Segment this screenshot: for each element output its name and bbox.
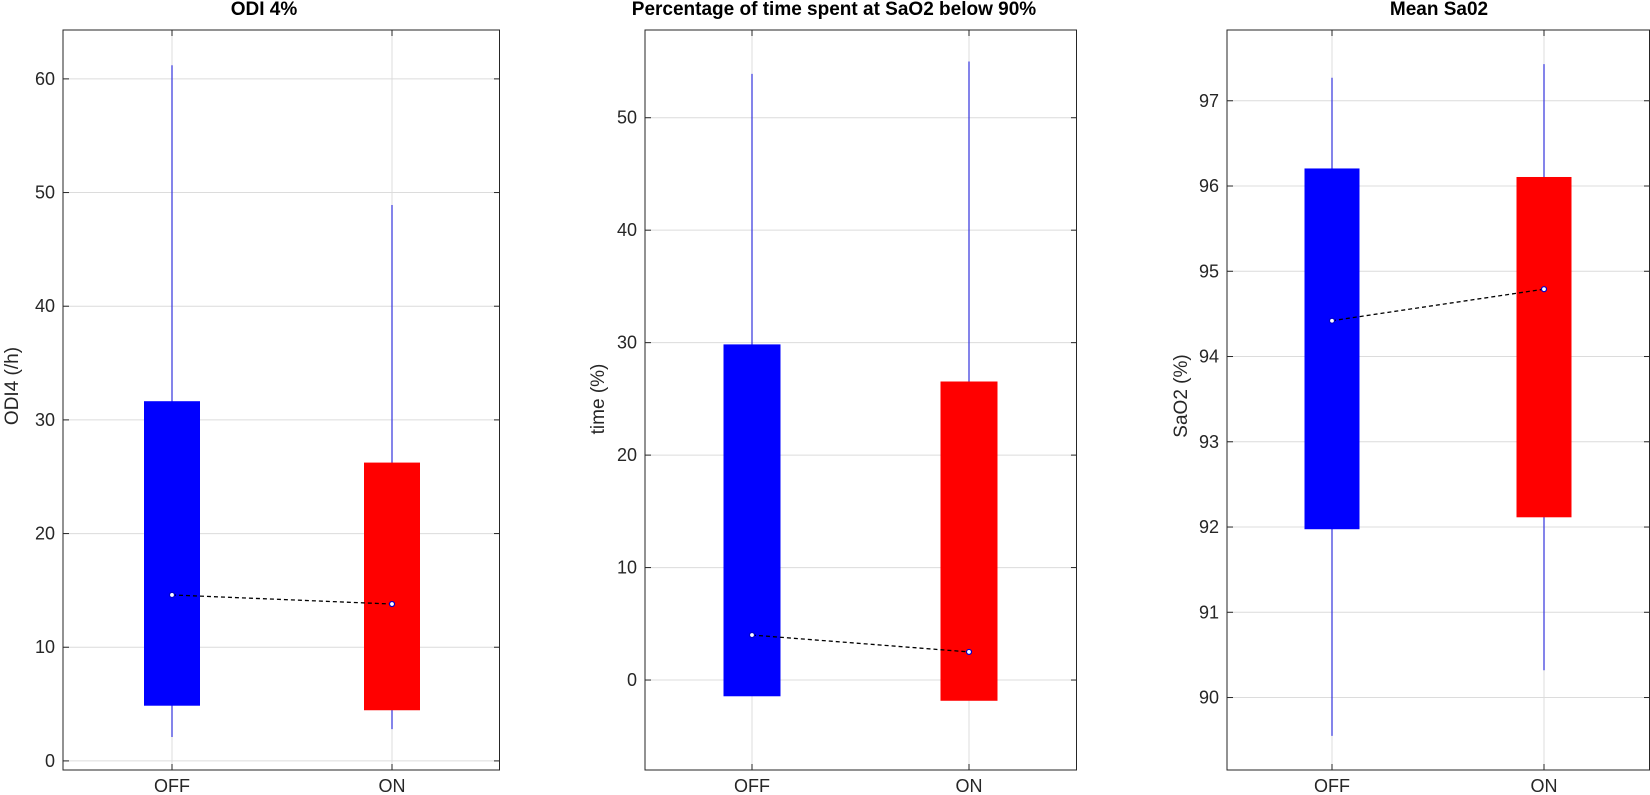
axes-frame <box>644 29 1077 771</box>
y-tick-label: 30 <box>35 410 55 430</box>
mean-connector-line <box>751 634 970 653</box>
y-tick-label: 93 <box>1199 432 1219 452</box>
y-tick-label: 60 <box>35 69 55 89</box>
y-axis-label: SaO2 (%) <box>1171 354 1192 437</box>
box-on <box>940 381 998 701</box>
mean-point-on <box>1540 286 1548 293</box>
x-tick-label: OFF <box>154 776 190 795</box>
x-tick-label: OFF <box>734 776 770 795</box>
box-off <box>1304 168 1360 530</box>
plot-area: 0 10 20 30 40 50 60 OFF ON <box>35 29 500 795</box>
y-tick-label: 20 <box>617 445 637 465</box>
panel-time-below-90: Percentage of time spent at SaO2 below 9… <box>588 0 1077 795</box>
y-tick-label: 97 <box>1199 91 1219 111</box>
x-tick-label: OFF <box>1314 776 1350 795</box>
y-tick-label: 30 <box>617 333 637 353</box>
y-tick-label: 94 <box>1199 347 1219 367</box>
y-tick-label: 40 <box>617 220 637 240</box>
box-off <box>723 344 781 697</box>
y-tick-label: 50 <box>35 183 55 203</box>
mean-connector-line <box>171 594 393 605</box>
y-tick-label: 50 <box>617 108 637 128</box>
plot-area: 90 91 92 93 94 95 96 97 OFF ON <box>1199 29 1650 795</box>
x-tick-label: ON <box>379 776 406 795</box>
panel-mean-sao2: Mean Sa02 SaO2 (%) 90 91 92 93 94 95 96 97 OFF ON <box>1171 0 1650 795</box>
y-axis-label: time (%) <box>588 364 609 435</box>
y-tick-label: 95 <box>1199 261 1219 281</box>
y-tick-label: 96 <box>1199 176 1219 196</box>
mean-connector-line <box>1331 288 1545 322</box>
y-tick-label: 92 <box>1199 517 1219 537</box>
mean-point-on <box>388 600 396 608</box>
plot-area: 0 10 20 30 40 50 OFF ON <box>617 29 1077 795</box>
panel-title: Mean Sa02 <box>1390 0 1488 20</box>
box-off <box>144 401 200 706</box>
y-tick-label: 0 <box>45 751 55 771</box>
mean-point-off <box>1328 317 1336 324</box>
panel-title: ODI 4% <box>231 0 298 20</box>
box-on <box>1516 176 1572 518</box>
panel-title: Percentage of time spent at SaO2 below 9… <box>632 0 1037 20</box>
x-tick-label: ON <box>1531 776 1558 795</box>
y-axis-label: ODI4 (/h) <box>2 347 23 425</box>
y-tick-label: 91 <box>1199 602 1219 622</box>
panel-odi4: ODI 4% ODI4 (/h) 0 10 20 30 40 50 60 OFF ON <box>2 0 500 795</box>
axes-frame <box>62 29 500 771</box>
y-tick-label: 20 <box>35 524 55 544</box>
y-tick-label: 0 <box>627 670 637 690</box>
y-tick-label: 90 <box>1199 688 1219 708</box>
x-tick-label: ON <box>956 776 983 795</box>
mean-point-on <box>965 648 973 656</box>
y-tick-label: 10 <box>617 558 637 578</box>
mean-point-off <box>748 631 756 639</box>
box-on <box>364 462 420 711</box>
mean-point-off <box>168 591 176 599</box>
y-tick-label: 40 <box>35 296 55 316</box>
y-tick-label: 10 <box>35 637 55 657</box>
